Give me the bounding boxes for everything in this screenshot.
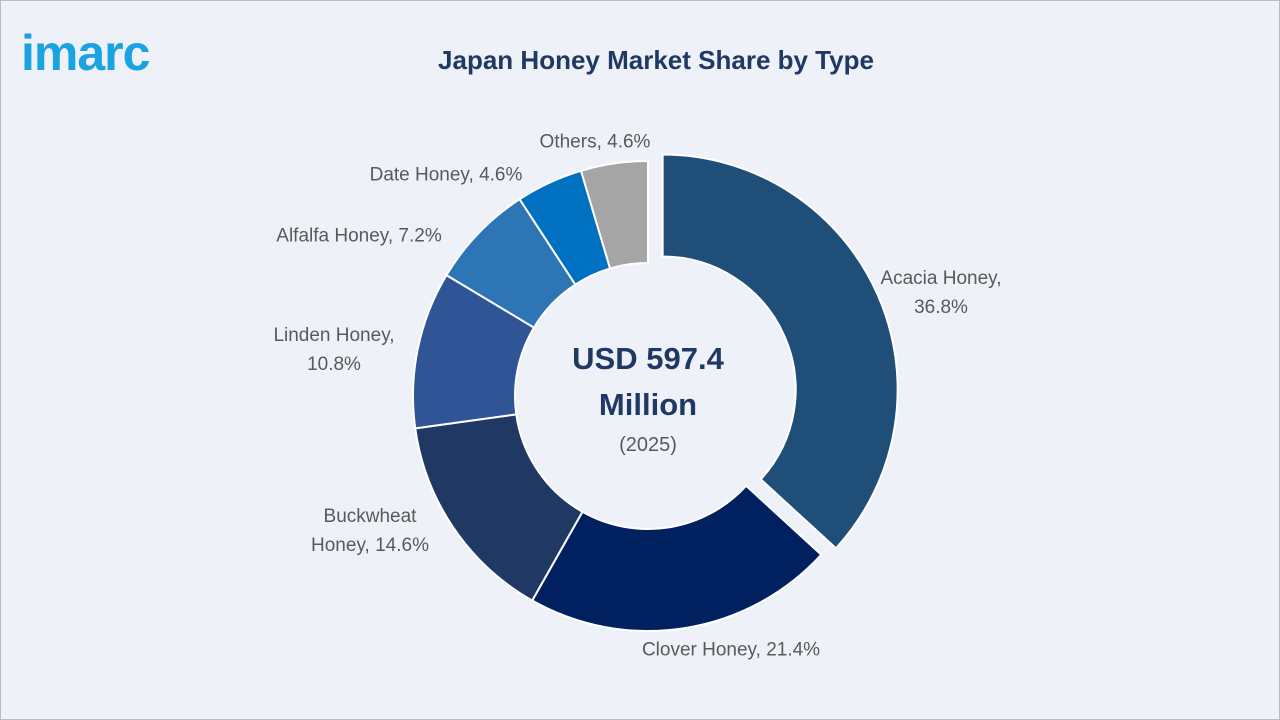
donut-segment bbox=[530, 484, 823, 632]
data-label: Acacia Honey, 36.8% bbox=[880, 268, 1002, 318]
data-label: Date Honey, 4.6% bbox=[369, 164, 523, 186]
chart-title: Japan Honey Market Share by Type bbox=[438, 45, 874, 75]
data-label: Buckwheat Honey, 14.6% bbox=[311, 506, 429, 556]
center-label: USD 597.4 Million bbox=[572, 341, 724, 422]
data-label: Linden Honey, 10.8% bbox=[273, 325, 395, 375]
center-sublabel: (2025) bbox=[619, 434, 677, 456]
logo: imarc bbox=[21, 25, 150, 81]
donut-segment bbox=[661, 153, 899, 550]
donut-segment bbox=[579, 159, 649, 270]
data-label: Clover Honey, 21.4% bbox=[641, 639, 821, 661]
data-label: Alfalfa Honey, 7.2% bbox=[276, 225, 442, 247]
data-label: Others, 4.6% bbox=[539, 131, 651, 153]
